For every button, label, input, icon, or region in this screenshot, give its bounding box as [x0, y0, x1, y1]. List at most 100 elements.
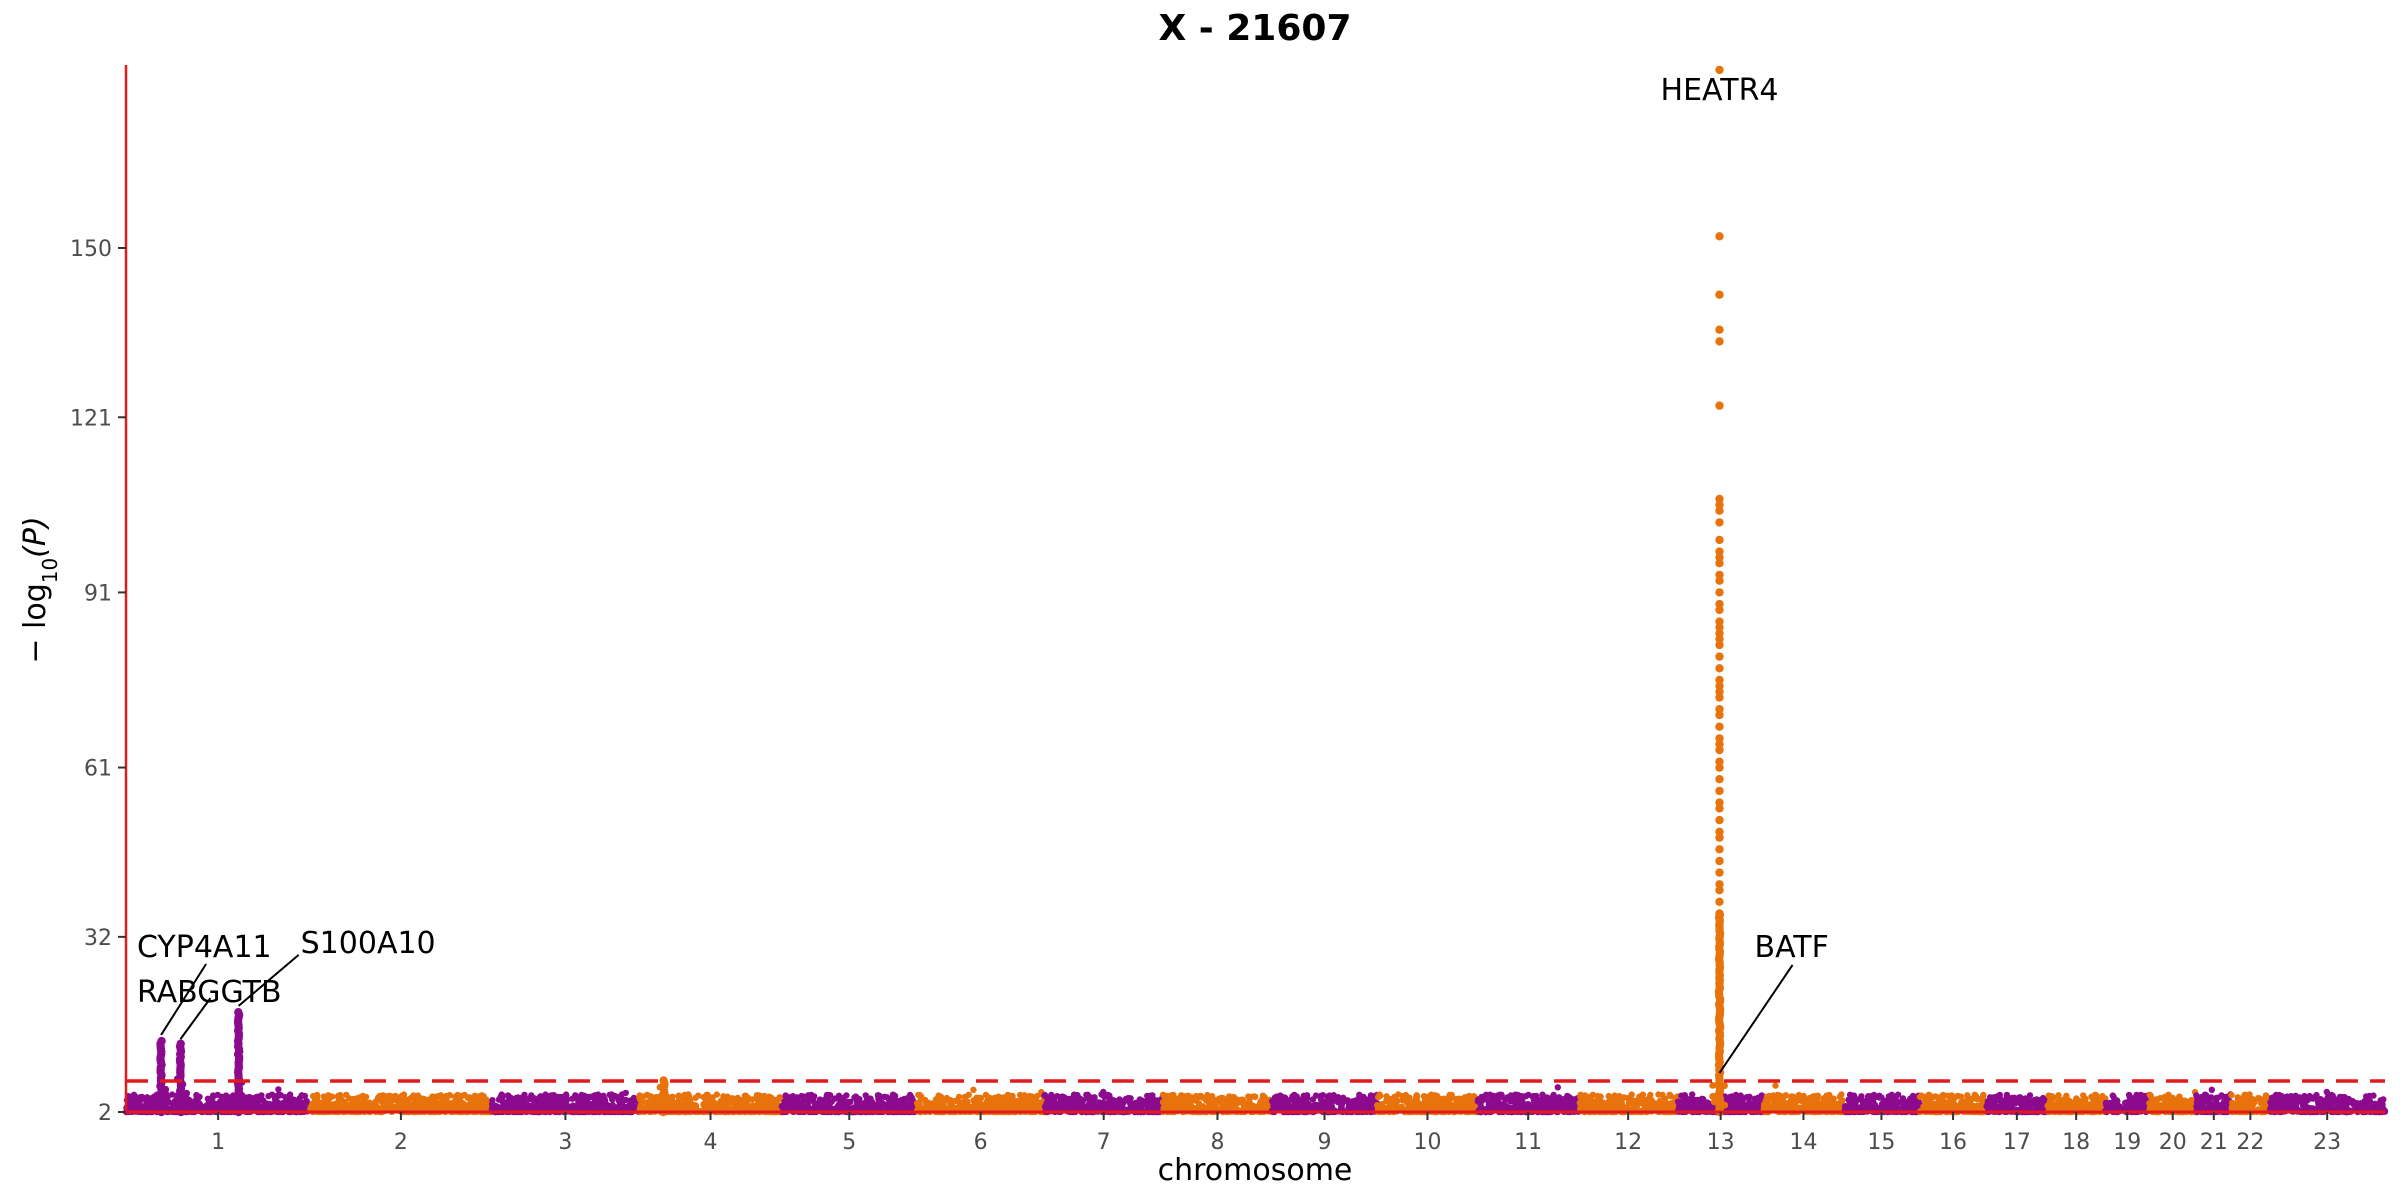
data-point — [630, 1094, 638, 1102]
data-point — [1383, 1097, 1390, 1105]
data-point — [1649, 1100, 1657, 1108]
peak-point — [150, 1093, 158, 1101]
data-point — [649, 1099, 656, 1106]
data-point — [1642, 1103, 1649, 1111]
data-point — [443, 1097, 451, 1105]
data-point — [471, 1092, 479, 1100]
data-point — [310, 1092, 317, 1100]
data-point — [300, 1099, 308, 1107]
data-point — [224, 1094, 231, 1102]
data-point — [562, 1101, 569, 1108]
data-point — [881, 1093, 888, 1101]
data-point — [194, 1096, 201, 1103]
data-point — [616, 1093, 623, 1101]
data-point — [1514, 1093, 1522, 1101]
data-point — [955, 1093, 963, 1101]
data-point — [1434, 1102, 1441, 1109]
data-point — [1101, 1093, 1108, 1101]
data-point — [531, 1100, 538, 1108]
data-point — [1273, 1099, 1281, 1107]
data-point — [764, 1102, 771, 1109]
peak-point — [157, 1036, 166, 1046]
data-point — [594, 1091, 602, 1098]
data-point — [692, 1102, 700, 1110]
data-point — [1046, 1104, 1054, 1112]
data-point — [1060, 1096, 1068, 1103]
data-point — [1478, 1097, 1485, 1105]
data-point — [1495, 1094, 1502, 1102]
data-point — [724, 1093, 731, 1100]
peak-point — [171, 1097, 179, 1105]
data-point — [1414, 1099, 1421, 1106]
data-point — [142, 1101, 150, 1108]
data-point — [1100, 1103, 1108, 1110]
data-point — [970, 1086, 977, 1094]
data-point — [789, 1093, 797, 1100]
data-point — [817, 1100, 824, 1107]
data-point — [743, 1100, 751, 1107]
data-point — [134, 1100, 142, 1108]
data-point — [1312, 1092, 1320, 1099]
data-point — [877, 1101, 884, 1109]
data-point — [727, 1099, 734, 1106]
data-point — [1607, 1096, 1614, 1103]
data-point — [1179, 1094, 1186, 1101]
data-point — [1010, 1097, 1017, 1104]
data-point — [1022, 1093, 1029, 1101]
data-point — [1219, 1095, 1227, 1102]
data-point — [1100, 1088, 1107, 1096]
peak-point — [660, 1079, 668, 1086]
data-point — [414, 1092, 422, 1099]
data-point — [984, 1100, 991, 1108]
data-point — [274, 1101, 281, 1109]
data-point — [844, 1099, 851, 1106]
data-point — [137, 1094, 144, 1101]
data-point — [1091, 1096, 1098, 1103]
data-point — [1394, 1097, 1401, 1105]
data-point — [1324, 1098, 1331, 1105]
data-point — [374, 1095, 382, 1102]
data-point — [609, 1095, 616, 1103]
data-point — [1402, 1091, 1410, 1099]
data-point — [596, 1105, 603, 1112]
data-point — [1185, 1092, 1192, 1100]
data-point — [1057, 1102, 1064, 1109]
data-point — [1684, 1102, 1692, 1109]
data-point — [705, 1095, 712, 1103]
data-point — [1666, 1091, 1673, 1099]
data-point — [548, 1102, 555, 1110]
data-point — [1220, 1101, 1228, 1108]
data-point — [1170, 1097, 1177, 1105]
data-point — [1446, 1093, 1454, 1101]
data-point — [1636, 1099, 1644, 1107]
data-point — [840, 1094, 847, 1102]
data-point — [1118, 1103, 1125, 1111]
data-point — [684, 1091, 691, 1099]
data-point — [1237, 1096, 1244, 1104]
data-point — [500, 1099, 507, 1106]
data-point — [126, 1093, 134, 1101]
data-point — [212, 1100, 219, 1108]
data-point — [129, 1100, 137, 1108]
data-point — [1050, 1097, 1058, 1105]
data-point — [362, 1093, 370, 1101]
data-point — [408, 1103, 415, 1110]
data-point — [1144, 1092, 1151, 1100]
data-point — [329, 1093, 336, 1100]
peak-chr1-47 — [150, 1036, 170, 1117]
data-point — [1344, 1097, 1351, 1104]
data-point — [782, 1092, 789, 1099]
data-point — [418, 1101, 426, 1108]
data-point — [1211, 1096, 1218, 1104]
data-point — [824, 1095, 832, 1102]
data-point — [788, 1100, 795, 1107]
data-point — [1054, 1093, 1061, 1100]
data-point — [1030, 1105, 1037, 1112]
data-point — [1143, 1098, 1150, 1106]
data-point — [600, 1092, 607, 1100]
data-point — [627, 1100, 634, 1108]
data-point — [1627, 1096, 1635, 1103]
data-point — [1015, 1100, 1023, 1107]
data-point — [1304, 1095, 1311, 1102]
